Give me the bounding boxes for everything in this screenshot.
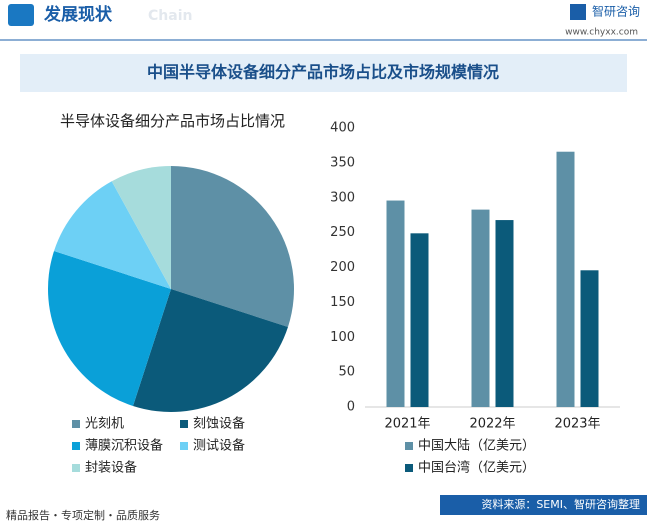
legend-swatch [405,464,413,472]
legend-swatch [180,420,188,428]
legend-swatch [72,420,80,428]
bar [410,233,429,407]
source-band [440,495,647,515]
legend-swatch [405,442,413,450]
section-icon [8,4,34,26]
legend-swatch [72,464,80,472]
chart-title: 中国半导体设备细分产品市场占比及市场规模情况 [147,63,499,82]
y-tick-label: 100 [330,330,355,345]
legend-label: 封装设备 [85,460,137,476]
pie-title-box: 半导体设备细分产品市场占比情况 [59,112,285,130]
legend-label: 薄膜沉积设备 [85,438,163,454]
legend-label: 测试设备 [193,438,245,454]
y-tick-label: 150 [330,295,355,310]
y-tick-label: 50 [338,365,355,380]
legend-label: 刻蚀设备 [193,416,245,432]
brand-logo [570,4,586,20]
pie-slice [48,250,171,406]
x-tick-label: 2021年 [384,417,430,432]
x-tick-label: 2023年 [554,417,600,432]
source: 资料来源：SEMI、智研咨询整理 [481,497,640,511]
legend-label: 光刻机 [85,417,124,432]
legend-label: 中国大陆（亿美元） [418,438,535,454]
y-tick-label: 350 [330,155,355,170]
legend-swatch [72,442,80,450]
y-tick-label: 250 [330,225,355,240]
bar [495,220,514,407]
legend-label: 中国台湾（亿美元） [418,460,535,476]
bar [386,200,405,407]
brand-url: www.chyxx.com [565,28,638,38]
bar [580,270,599,407]
y-tick-label: 0 [347,400,355,415]
pie-title: 半导体设备细分产品市场占比情况 [59,112,285,130]
y-tick-label: 400 [330,121,355,136]
pie-slice [132,289,288,412]
pie-slice [54,181,171,289]
legend-swatch [180,442,188,450]
bar [471,209,490,407]
footer-left: 精品报告・专项定制・品质服务 [6,508,160,522]
title-band [20,54,627,92]
y-tick-label: 300 [330,190,355,205]
section-title: 发展现状 [43,4,113,25]
y-tick-label: 200 [330,260,355,275]
section-subtitle: Chain [148,8,192,24]
brand-name: 智研咨询 [592,4,640,19]
pie-slice [171,166,294,328]
pie-slice [111,166,171,289]
bar [556,151,575,407]
x-tick-label: 2022年 [469,417,515,432]
